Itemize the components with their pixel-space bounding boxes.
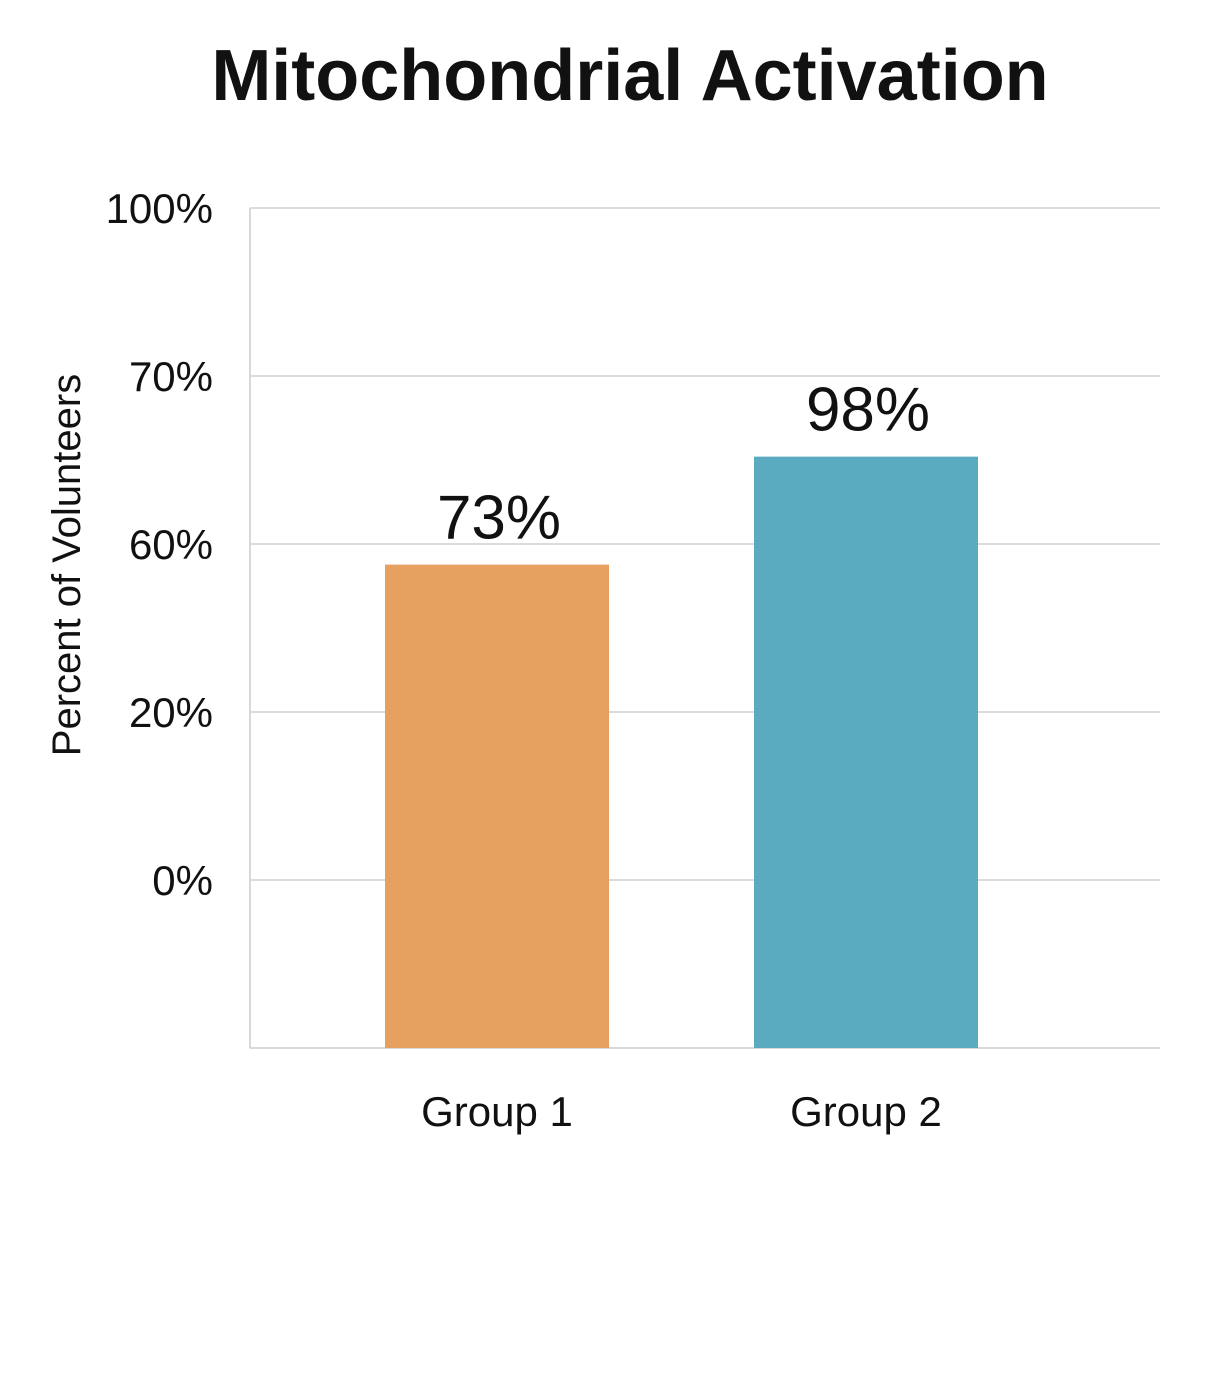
- y-tick-label: 70%: [129, 353, 213, 400]
- y-tick-label: 100%: [106, 185, 213, 232]
- chart-title: Mitochondrial Activation: [211, 36, 1048, 116]
- bar-group-2: [754, 456, 978, 1048]
- bar-group-1: [385, 564, 609, 1048]
- category-label: Group 1: [421, 1088, 573, 1135]
- category-labels: Group 1 Group 2: [421, 1088, 942, 1135]
- data-labels: 73% 98%: [437, 376, 930, 553]
- y-tick-labels: 0% 20% 60% 70% 100%: [106, 185, 213, 904]
- data-label: 98%: [806, 376, 930, 445]
- y-tick-label: 60%: [129, 521, 213, 568]
- y-tick-label: 20%: [129, 689, 213, 736]
- bars: [385, 456, 978, 1048]
- y-axis-label: Percent of Volunteers: [45, 374, 89, 756]
- y-tick-label: 0%: [152, 857, 213, 904]
- data-label: 73%: [437, 484, 561, 553]
- category-label: Group 2: [790, 1088, 942, 1135]
